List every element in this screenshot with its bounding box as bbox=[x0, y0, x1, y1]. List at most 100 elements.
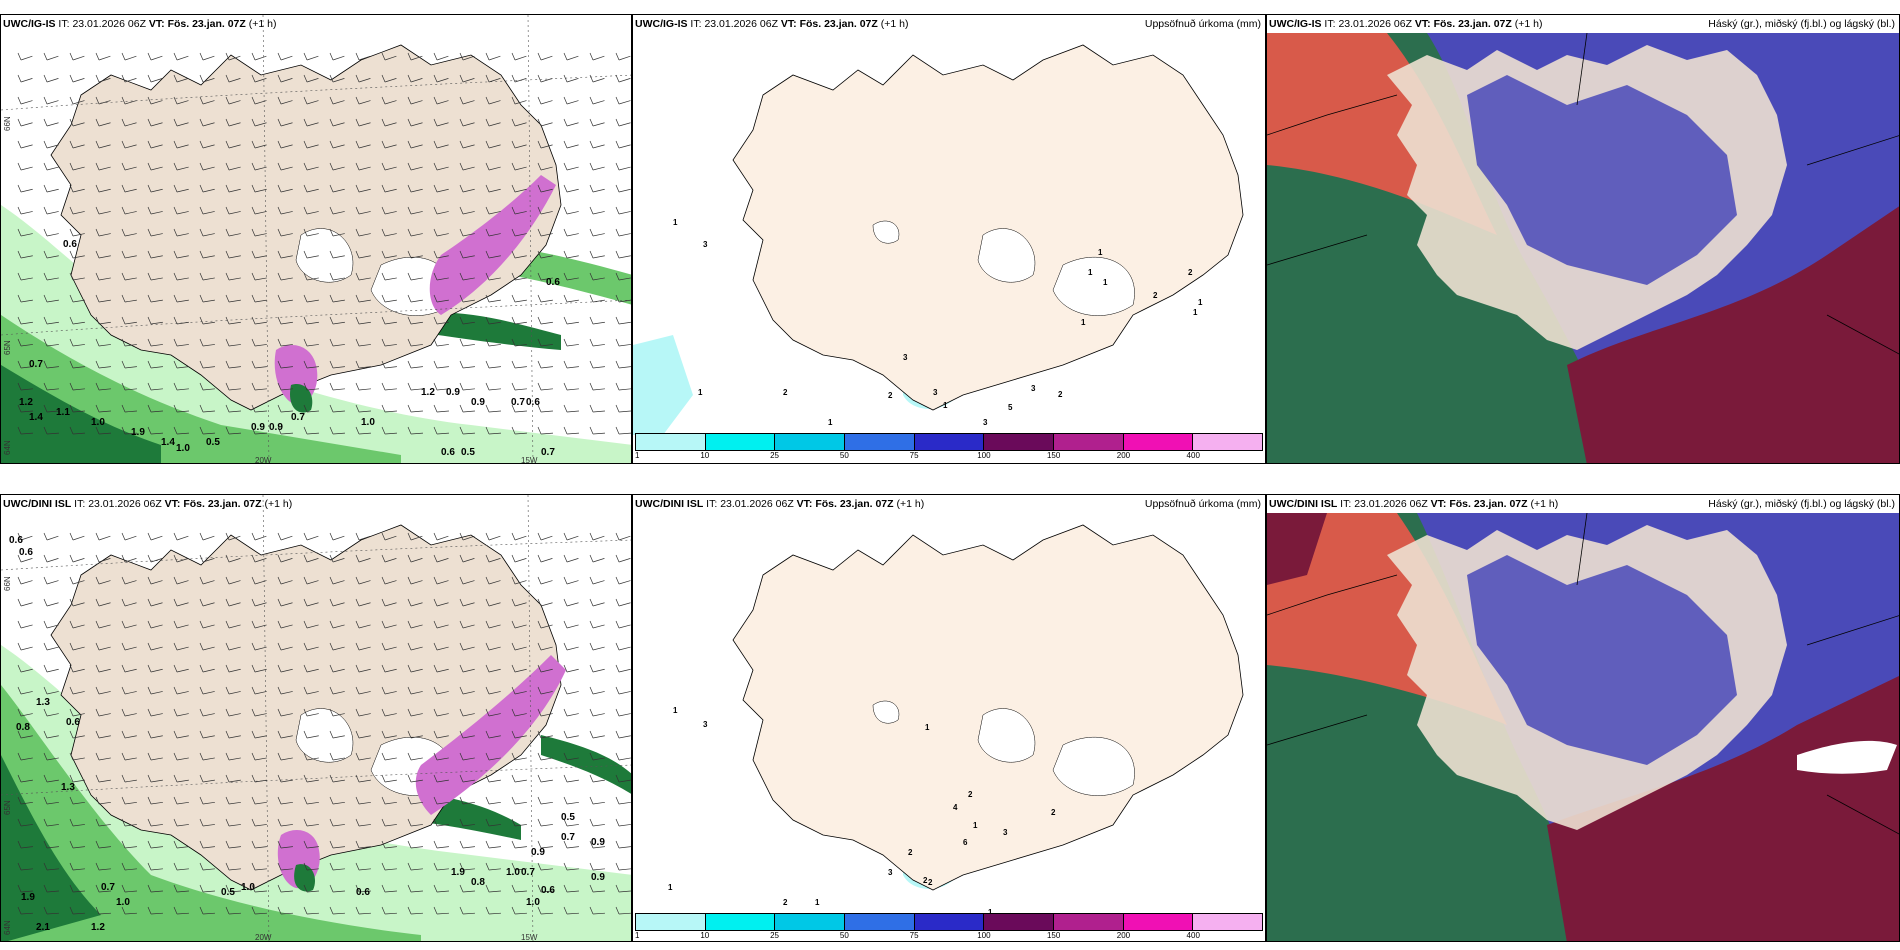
wind-barb bbox=[563, 382, 579, 391]
wind-barb bbox=[433, 206, 449, 215]
wind-barb bbox=[199, 752, 215, 761]
wind-barb bbox=[511, 774, 527, 783]
wind-barb bbox=[537, 382, 553, 391]
wind-barb bbox=[69, 140, 85, 149]
wind-barb bbox=[459, 774, 475, 783]
wind-barb bbox=[355, 228, 371, 237]
wind-barb bbox=[433, 752, 449, 761]
wind-barb bbox=[303, 404, 319, 413]
value-label: 0.9 bbox=[446, 387, 460, 398]
wind-barb bbox=[95, 532, 111, 541]
wind-barb bbox=[95, 360, 111, 369]
wind-barb bbox=[485, 404, 501, 413]
wind-barb bbox=[303, 140, 319, 149]
wind-barb bbox=[173, 664, 189, 673]
value-label: 1.0 bbox=[361, 417, 375, 428]
colorbar-label: 100 bbox=[977, 451, 991, 460]
wind-barb bbox=[225, 338, 241, 347]
wind-barb bbox=[563, 642, 579, 651]
wind-barb bbox=[199, 338, 215, 347]
wind-barb bbox=[277, 74, 293, 83]
wind-barb bbox=[511, 884, 527, 893]
wind-barb bbox=[95, 96, 111, 105]
colorbar-swatch bbox=[845, 914, 915, 930]
colorbar-swatch bbox=[1193, 434, 1263, 450]
value-label: 1 bbox=[828, 418, 833, 427]
wind-barb bbox=[381, 532, 397, 541]
wind-barb bbox=[173, 360, 189, 369]
wind-barb bbox=[173, 840, 189, 849]
wind-barb bbox=[69, 840, 85, 849]
wind-barb bbox=[355, 316, 371, 325]
wind-barb bbox=[121, 906, 137, 915]
wind-barb bbox=[225, 228, 241, 237]
wind-barb bbox=[563, 664, 579, 673]
wind-barb bbox=[69, 404, 85, 413]
vt-value: Fös. 23.jan. 07Z bbox=[799, 18, 878, 30]
wind-barb bbox=[615, 272, 631, 281]
wind-barb bbox=[173, 642, 189, 651]
wind-barb bbox=[407, 52, 423, 61]
wind-barb bbox=[381, 140, 397, 149]
wind-barb bbox=[251, 642, 267, 651]
wind-barb bbox=[329, 906, 345, 915]
value-label: 2 bbox=[783, 388, 788, 397]
axis-label-lat: 66N bbox=[3, 116, 12, 131]
wind-barb bbox=[251, 576, 267, 585]
wind-barb bbox=[329, 532, 345, 541]
wind-barb bbox=[407, 532, 423, 541]
wind-barb bbox=[173, 184, 189, 193]
wind-barb bbox=[17, 906, 33, 915]
wind-barb bbox=[563, 404, 579, 413]
wind-barb bbox=[121, 642, 137, 651]
wind-barb bbox=[225, 686, 241, 695]
wind-barb bbox=[615, 862, 631, 871]
wind-barb bbox=[381, 206, 397, 215]
wind-barb bbox=[95, 426, 111, 435]
wind-barb bbox=[563, 532, 579, 541]
wind-barb bbox=[485, 796, 501, 805]
wind-barb bbox=[121, 532, 137, 541]
wind-barb bbox=[17, 884, 33, 893]
wind-barb bbox=[537, 884, 553, 893]
wind-barb bbox=[355, 862, 371, 871]
wind-barb bbox=[199, 598, 215, 607]
wind-barb bbox=[511, 752, 527, 761]
wind-barb bbox=[277, 730, 293, 739]
wind-barb bbox=[251, 598, 267, 607]
wind-barb bbox=[69, 884, 85, 893]
wind-barb bbox=[69, 74, 85, 83]
wind-barb bbox=[589, 554, 605, 563]
wind-barb bbox=[407, 906, 423, 915]
wind-barb bbox=[589, 316, 605, 325]
wind-barb bbox=[381, 620, 397, 629]
wind-barb bbox=[17, 426, 33, 435]
wind-barb bbox=[615, 796, 631, 805]
value-label: 2 bbox=[1058, 390, 1063, 399]
wind-barb bbox=[17, 74, 33, 83]
wind-barb bbox=[381, 708, 397, 717]
wind-barb bbox=[407, 664, 423, 673]
wind-barb bbox=[485, 840, 501, 849]
wind-barb bbox=[563, 184, 579, 193]
wind-barb bbox=[589, 272, 605, 281]
colorbar-swatch bbox=[775, 914, 846, 930]
wind-barb bbox=[277, 752, 293, 761]
wind-barb bbox=[563, 774, 579, 783]
wind-barb bbox=[407, 554, 423, 563]
wind-barb bbox=[43, 118, 59, 127]
wind-barb bbox=[485, 906, 501, 915]
wind-barb bbox=[537, 840, 553, 849]
value-label: 3 bbox=[1003, 828, 1008, 837]
map-panel-clouds-bottom: UWC/DINI ISL IT: 23.01.2026 06Z VT: Fös.… bbox=[1266, 494, 1900, 942]
wind-barb bbox=[563, 360, 579, 369]
wind-barb bbox=[69, 752, 85, 761]
value-label: 0.7 bbox=[511, 397, 525, 408]
wind-barb bbox=[69, 250, 85, 259]
wind-barb bbox=[17, 642, 33, 651]
wind-barb bbox=[121, 752, 137, 761]
colorbar-label: 25 bbox=[770, 451, 779, 460]
model-name: UWC/DINI ISL bbox=[1269, 498, 1338, 510]
wind-barb bbox=[17, 338, 33, 347]
